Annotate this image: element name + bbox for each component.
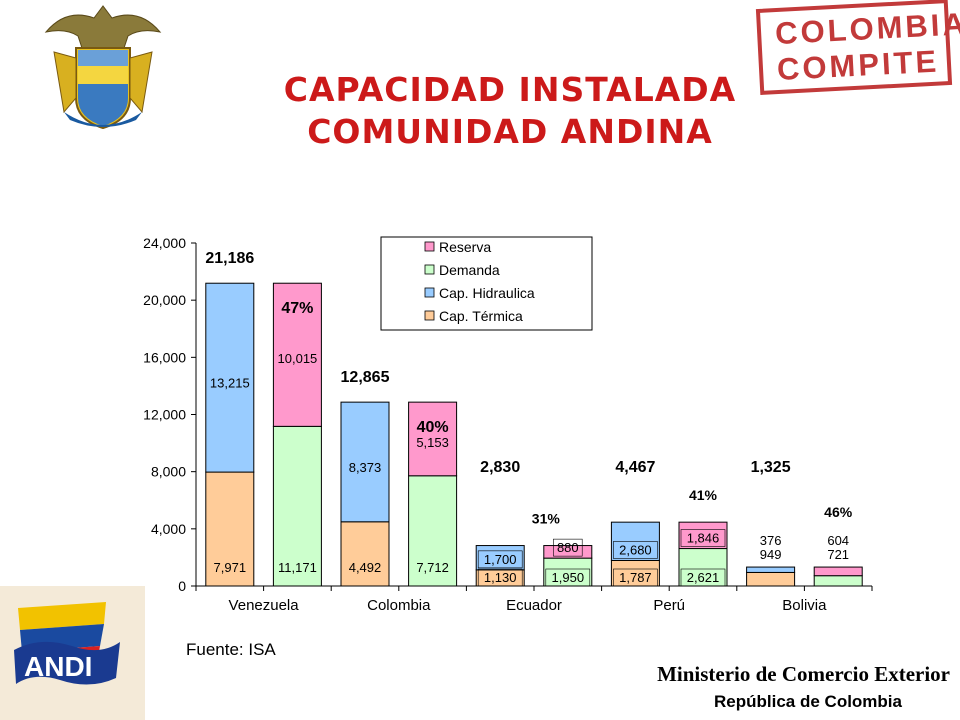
x-tick-label: Ecuador <box>506 597 562 614</box>
bar-reserva <box>408 401 458 477</box>
legend-box <box>380 236 593 331</box>
legend-swatch <box>424 310 435 321</box>
data-label-hidraulica: 2,680 <box>619 542 652 557</box>
data-label-reserva: 604 <box>827 533 849 548</box>
data-label-demanda: 1,950 <box>552 570 585 585</box>
data-label-demanda: 721 <box>827 547 849 562</box>
x-tick-label: Colombia <box>367 597 431 614</box>
data-label-demanda-box <box>680 568 726 587</box>
republic-name: República de Colombia <box>714 692 902 711</box>
legend-entry: Cap. Térmica <box>439 308 523 324</box>
data-label-reserva: 1,846 <box>687 531 720 546</box>
bar-demanda <box>678 548 728 587</box>
bar-termica <box>746 571 796 587</box>
legend-swatch <box>424 241 435 252</box>
data-label-hidraulica: 376 <box>760 533 782 548</box>
reserve-percent-label: 46% <box>824 504 853 520</box>
bar-demanda <box>813 575 863 587</box>
y-tick-label: 16,000 <box>143 349 186 365</box>
y-tick-label: 24,000 <box>143 235 186 251</box>
total-label: 4,467 <box>615 459 655 476</box>
bar-hidraulica <box>475 545 525 571</box>
total-label: 1,325 <box>751 459 791 476</box>
data-label-hidraulica: 13,215 <box>210 376 250 391</box>
data-label-termica: 7,971 <box>214 560 247 575</box>
total-label: 12,865 <box>341 369 390 386</box>
bar-demanda <box>272 425 322 587</box>
data-label-hidraulica: 8,373 <box>349 460 382 475</box>
bar-termica <box>340 521 390 587</box>
coat-of-arms-icon <box>44 5 162 130</box>
data-label-hidraulica-box <box>477 550 523 569</box>
bar-demanda <box>408 475 458 587</box>
data-label-hidraulica: 1,700 <box>484 552 517 567</box>
data-label-hidraulica-box <box>613 541 658 559</box>
chart-title-line1: CAPACIDAD INSTALADA <box>283 70 737 109</box>
bar-reserva <box>272 282 322 427</box>
y-tick-label: 20,000 <box>143 292 186 308</box>
data-label-demanda-box <box>545 568 591 587</box>
bar-reserva <box>678 521 728 550</box>
bar-reserva <box>813 566 863 577</box>
reserve-percent-label: 47% <box>281 300 313 317</box>
bar-reserva <box>543 545 593 559</box>
y-tick-label: 0 <box>178 578 186 594</box>
data-label-termica: 4,492 <box>349 560 382 575</box>
bar-hidraulica <box>205 282 255 473</box>
reserve-percent-label: 31% <box>532 511 561 527</box>
data-label-termica: 1,130 <box>484 570 517 585</box>
data-label-termica: 1,787 <box>619 570 652 585</box>
data-label-demanda: 11,171 <box>278 560 317 575</box>
legend-entry: Cap. Hidraulica <box>439 285 535 301</box>
data-label-termica-box <box>613 568 658 587</box>
total-label: 2,830 <box>480 459 520 476</box>
ministry-name: Ministerio de Comercio Exterior <box>657 662 950 686</box>
bar-hidraulica <box>746 566 796 573</box>
legend-entry: Reserva <box>439 239 491 255</box>
y-tick-label: 4,000 <box>151 521 186 537</box>
data-label-reserva-box <box>680 529 726 547</box>
legend-entry: Demanda <box>439 262 500 278</box>
data-label-reserva: 5,153 <box>416 435 449 450</box>
y-tick-label: 8,000 <box>151 464 186 480</box>
legend-swatch <box>424 287 435 298</box>
chart-title-line2: COMUNIDAD ANDINA <box>307 112 713 151</box>
total-label: 21,186 <box>205 250 254 267</box>
legend-swatch <box>424 264 435 275</box>
bar-termica <box>205 471 255 587</box>
data-label-reserva: 880 <box>557 540 579 555</box>
data-label-termica: 949 <box>760 547 782 562</box>
reserve-percent-label: 40% <box>417 419 449 436</box>
andi-logo-icon: ANDI <box>0 586 145 720</box>
andi-logo-text: ANDI <box>24 651 92 682</box>
reserve-percent-label: 41% <box>689 487 718 503</box>
data-label-termica-box <box>477 568 523 587</box>
data-label-demanda: 7,712 <box>416 560 449 575</box>
data-label-demanda: 2,621 <box>687 570 720 585</box>
bar-hidraulica <box>340 401 390 523</box>
x-tick-label: Venezuela <box>229 597 300 614</box>
chart-legend: Reserva Demanda Cap. Hidraulica Cap. Térmic… <box>380 236 593 331</box>
data-label-reserva: 10,015 <box>278 351 318 366</box>
x-tick-label: Perú <box>653 597 685 614</box>
data-label-reserva-box <box>553 538 583 557</box>
x-tick-label: Bolivia <box>782 597 827 614</box>
y-tick-label: 12,000 <box>143 407 186 423</box>
bar-demanda <box>543 557 593 587</box>
source-note: Fuente: ISA <box>186 640 276 659</box>
